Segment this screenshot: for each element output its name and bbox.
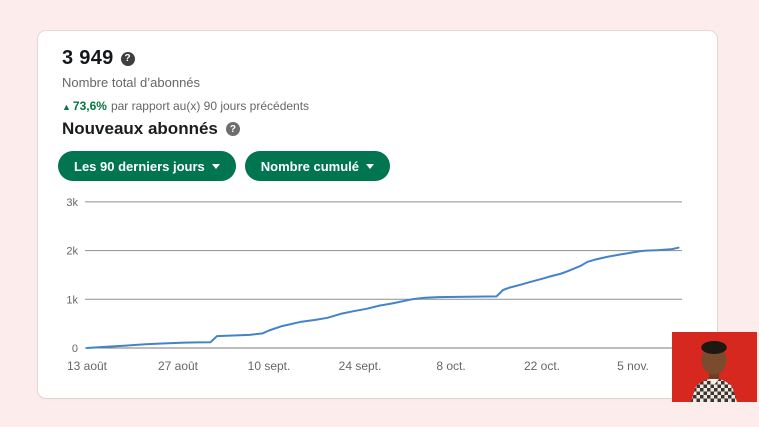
help-icon[interactable]: ?: [120, 51, 135, 66]
section-header: Nouveaux abonnés ?: [62, 119, 240, 139]
y-axis-tick: 2k: [66, 246, 78, 258]
x-axis-tick: 10 sept.: [248, 359, 291, 373]
chart-filters: Les 90 derniers jours Nombre cumulé: [58, 151, 391, 181]
x-axis-tick: 24 sept.: [339, 359, 382, 373]
y-axis-tick: 0: [72, 343, 78, 355]
chevron-down-icon: [366, 164, 375, 169]
x-axis-tick: 8 oct.: [436, 359, 465, 373]
cumulative-followers-line: [86, 246, 680, 349]
followers-analytics-card: 3 949 ? Nombre total d’abonnés ▲ 73,6% p…: [38, 31, 717, 398]
person-photo: [672, 332, 757, 402]
metric-label: Nombre cumulé: [260, 158, 360, 174]
webcam-overlay: [672, 332, 757, 402]
x-axis-tick: 27 août: [158, 359, 199, 373]
change-line: ▲ 73,6% par rapport au(x) 90 jours précé…: [62, 99, 309, 113]
change-percent: 73,6%: [72, 99, 107, 113]
total-followers-value: 3 949: [62, 47, 114, 69]
y-axis-tick: 1k: [66, 294, 78, 306]
total-followers-label: Nombre total d’abonnés: [62, 75, 201, 90]
change-text: par rapport au(x) 90 jours précédents: [110, 99, 310, 113]
time-range-dropdown[interactable]: Les 90 derniers jours: [58, 151, 236, 181]
time-range-label: Les 90 derniers jours: [74, 158, 205, 174]
section-title: Nouveaux abonnés: [62, 119, 218, 138]
trend-up-icon: ▲: [62, 102, 71, 112]
followers-summary: 3 949 ? Nombre total d’abonnés ▲ 73,6% p…: [62, 47, 309, 113]
x-axis-tick: 13 août: [67, 359, 108, 373]
chevron-down-icon: [211, 164, 220, 169]
x-axis-tick: 5 nov.: [617, 359, 649, 373]
metric-dropdown[interactable]: Nombre cumulé: [244, 151, 391, 181]
help-icon[interactable]: ?: [225, 122, 240, 136]
x-axis-tick: 22 oct.: [524, 359, 560, 373]
y-axis-tick: 3k: [66, 197, 78, 209]
followers-chart[interactable]: 0 1k 2k 3k 13 août 27 août 10 sept. 24 sept. 8 o…: [38, 31, 717, 398]
